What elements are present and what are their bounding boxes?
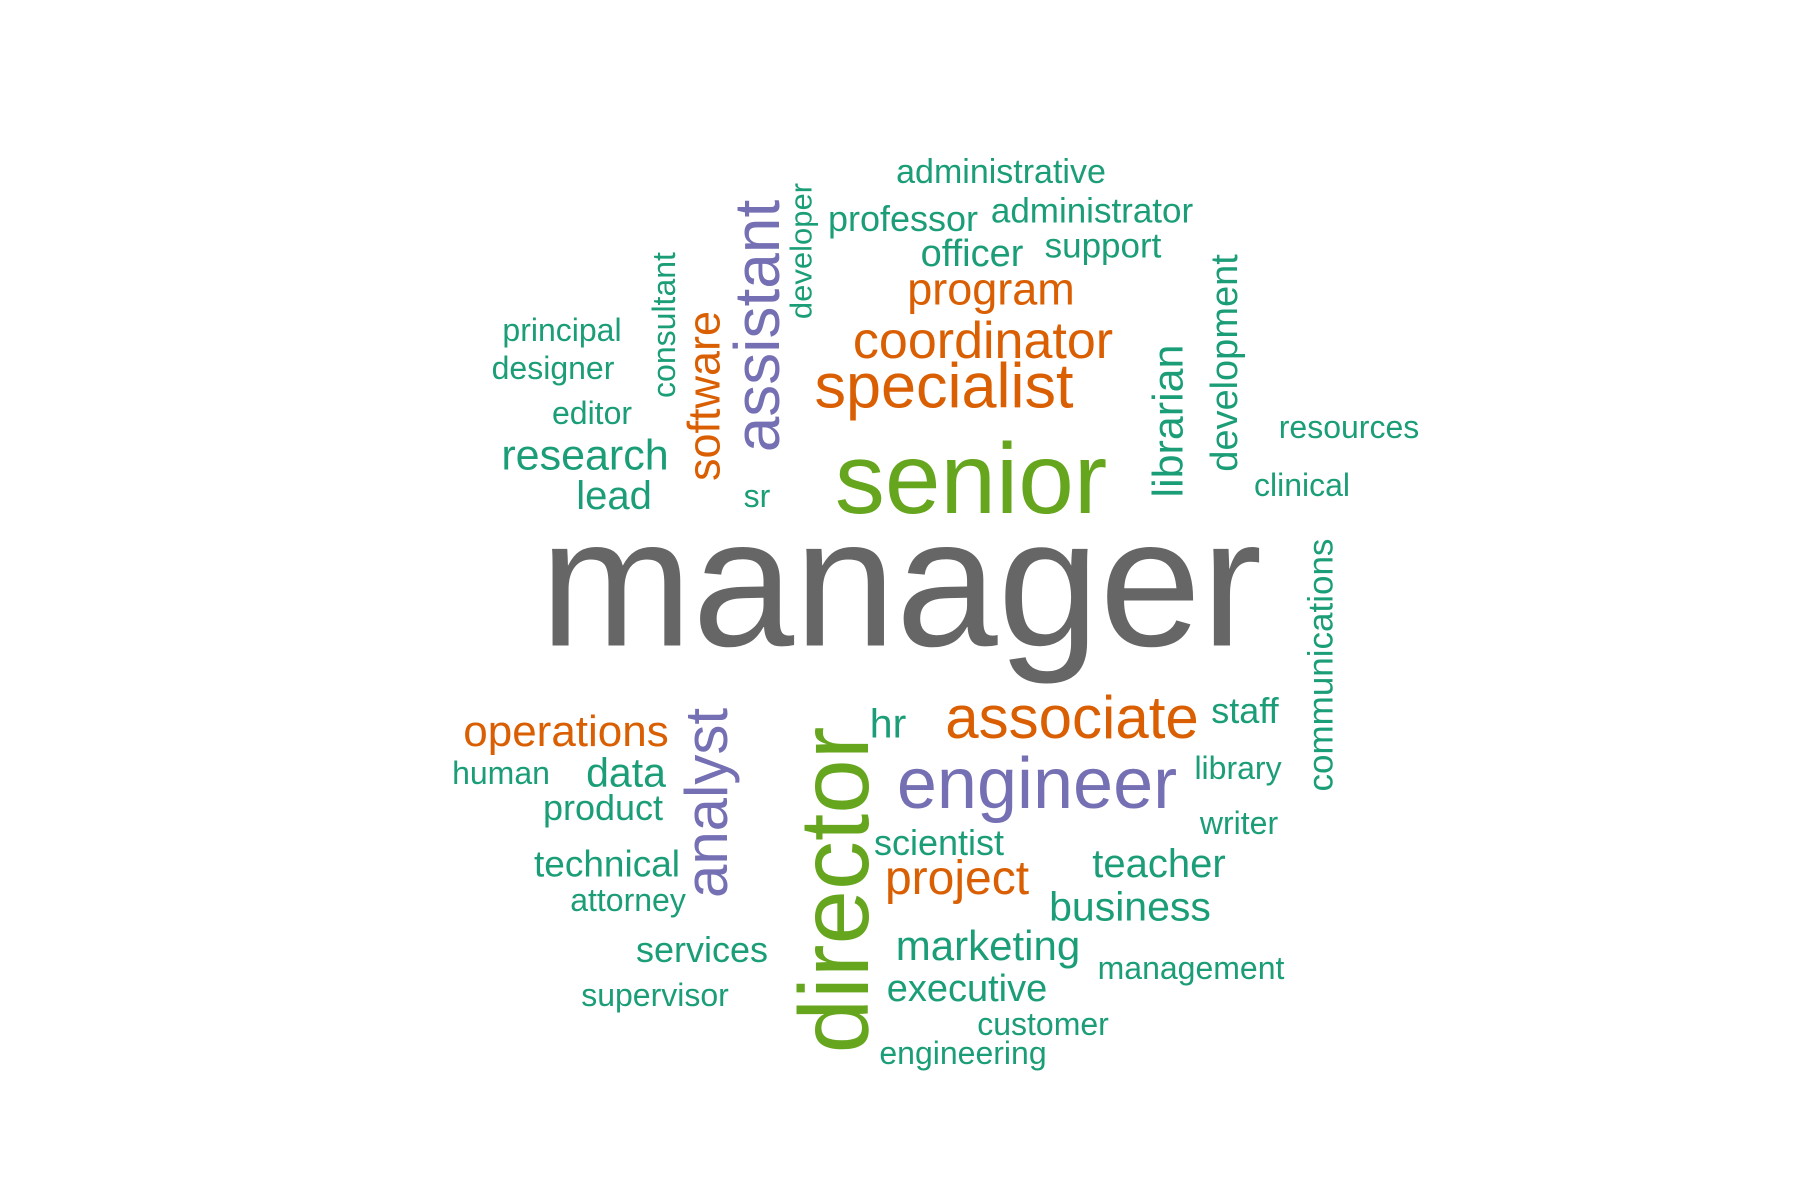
word-human: human (452, 755, 550, 791)
word-development: development (1204, 254, 1246, 472)
word-management: management (1097, 950, 1285, 986)
word-scientist: scientist (873, 822, 1005, 863)
word-support: support (1044, 226, 1162, 266)
word-hr: hr (869, 700, 907, 747)
word-engineering: engineering (879, 1035, 1047, 1071)
word-supervisor: supervisor (581, 977, 729, 1013)
word-executive: executive (886, 968, 1048, 1010)
word-marketing: marketing (895, 922, 1081, 969)
word-project: project (884, 852, 1030, 905)
word-principal: principal (502, 312, 622, 348)
word-manager: manager (539, 479, 1263, 685)
word-program: program (907, 263, 1075, 315)
word-software: software (678, 310, 730, 482)
word-consultant: consultant (646, 252, 682, 398)
word-operations: operations (463, 707, 669, 756)
word-director: director (779, 726, 889, 1054)
word-officer: officer (920, 233, 1024, 275)
word-professor: professor (827, 198, 979, 239)
word-resources: resources (1278, 409, 1420, 445)
word-designer: designer (491, 350, 615, 386)
word-analyst: analyst (673, 707, 740, 899)
word-staff: staff (1211, 690, 1279, 731)
word-assistant: assistant (721, 199, 793, 453)
word-clinical: clinical (1253, 467, 1351, 503)
word-library: library (1194, 750, 1282, 786)
word-product: product (542, 787, 664, 828)
word-data: data (586, 749, 666, 796)
word-associate: associate (945, 684, 1199, 751)
word-administrator: administrator (990, 191, 1194, 231)
word-services: services (635, 929, 769, 970)
word-administrative: administrative (896, 153, 1106, 191)
word-engineer: engineer (896, 744, 1178, 824)
word-business: business (1049, 883, 1211, 930)
word-lead: lead (576, 474, 652, 518)
word-editor: editor (551, 395, 633, 431)
word-specialist: specialist (814, 351, 1074, 422)
word-communications: communications (1301, 538, 1341, 792)
word-sr: sr (743, 478, 771, 514)
word-senior: senior (834, 423, 1108, 535)
word-developer: developer (783, 182, 819, 320)
word-technical: technical (533, 843, 681, 885)
word-research: research (501, 431, 669, 480)
word-coordinator: coordinator (852, 312, 1114, 370)
word-attorney: attorney (570, 882, 686, 918)
word-writer: writer (1199, 805, 1279, 841)
word-teacher: teacher (1092, 842, 1226, 886)
word-librarian: librarian (1144, 344, 1193, 498)
word-customer: customer (977, 1006, 1109, 1042)
